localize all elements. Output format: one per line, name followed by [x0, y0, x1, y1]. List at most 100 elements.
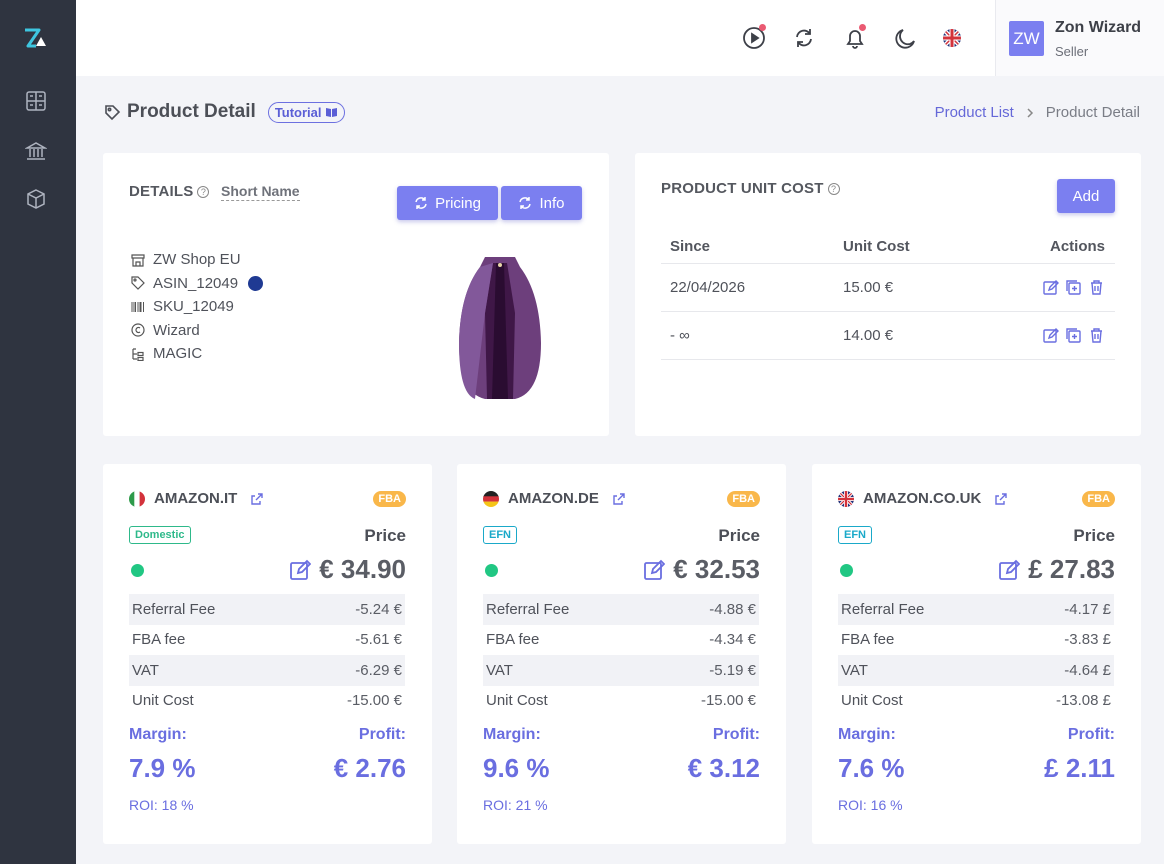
duplicate-icon[interactable]	[1065, 279, 1082, 296]
fee-row: VAT -4.64 £	[838, 655, 1114, 686]
marketplace-card-uk: AMAZON.CO.UK FBA EFN Price £ 27.83 Refer…	[812, 464, 1141, 844]
italy-flag-icon	[129, 490, 145, 507]
marketplace-card-de: AMAZON.DE FBA EFN Price € 32.53 Referral…	[457, 464, 786, 844]
price-value: € 34.90	[319, 554, 406, 584]
marketplace-name: AMAZON.CO.UK	[863, 490, 982, 507]
edit-price-icon[interactable]	[998, 559, 1021, 581]
profit-label: Profit:	[1067, 726, 1115, 743]
margin-label: Margin:	[838, 726, 896, 743]
avatar: ZW	[1009, 21, 1044, 56]
price-label: Price	[718, 526, 760, 545]
fee-row: Unit Cost -15.00 €	[132, 692, 402, 710]
col-since: Since	[661, 231, 834, 264]
external-link-icon[interactable]	[994, 492, 1008, 506]
trash-icon[interactable]	[1088, 327, 1105, 344]
product-image	[459, 257, 541, 399]
status-dot	[131, 564, 144, 577]
trash-icon[interactable]	[1088, 279, 1105, 296]
efn-tag: EFN	[483, 526, 517, 544]
info-button[interactable]: Info	[501, 186, 582, 220]
eu-flag-icon	[248, 275, 264, 291]
fee-row: Unit Cost -13.08 £	[841, 692, 1111, 710]
book-icon	[325, 108, 337, 117]
bank-icon[interactable]	[25, 140, 47, 162]
brand-row: Wizard	[131, 319, 263, 343]
asin-row: ASIN_12049	[131, 272, 264, 296]
cost-cell: 15.00 €	[834, 263, 994, 312]
help-icon[interactable]: ?	[827, 183, 840, 195]
page-title: Product Detail	[127, 101, 256, 122]
hierarchy-icon	[132, 348, 144, 361]
marketplace-name: AMAZON.DE	[508, 490, 599, 507]
tag-icon	[131, 276, 145, 291]
table-row: - ∞ 14.00 €	[661, 311, 1115, 360]
edit-icon[interactable]	[1042, 279, 1059, 296]
unit-cost-title: PRODUCT UNIT COST?	[661, 180, 840, 197]
sync-icon[interactable]	[791, 25, 817, 51]
since-cell: 22/04/2026	[661, 263, 834, 312]
fee-row: Referral Fee -5.24 €	[129, 594, 405, 625]
edit-price-icon[interactable]	[643, 559, 666, 581]
breadcrumb-current: Product Detail	[1045, 104, 1140, 121]
fee-row: FBA fee -4.34 €	[486, 631, 756, 649]
fee-table: Referral Fee -4.17 £ FBA fee -3.83 £ VAT -4…	[838, 594, 1114, 716]
add-cost-button[interactable]: Add	[1057, 179, 1115, 213]
tutorial-button[interactable]: Tutorial	[267, 101, 345, 123]
fee-row: FBA fee -5.61 €	[132, 631, 402, 649]
external-link-icon[interactable]	[612, 492, 626, 506]
moon-icon[interactable]	[893, 25, 919, 51]
box-icon[interactable]	[25, 188, 47, 210]
duplicate-icon[interactable]	[1065, 327, 1082, 344]
price-value: € 32.53	[673, 554, 760, 584]
help-icon[interactable]: ?	[197, 186, 210, 198]
user-menu[interactable]: ZW Zon Wizard Seller	[995, 0, 1164, 76]
product-info-list: ZW Shop EU ASIN_12049 SKU_12049 Wizard M…	[131, 248, 264, 366]
profit-label: Profit:	[712, 726, 760, 743]
pricing-button[interactable]: Pricing	[397, 186, 498, 220]
logo-icon[interactable]	[22, 26, 50, 52]
unit-cost-table: Since Unit Cost Actions 22/04/2026 15.00…	[661, 231, 1115, 360]
status-dot	[485, 564, 498, 577]
edit-icon[interactable]	[1042, 327, 1059, 344]
details-title: DETAILS?	[129, 183, 210, 200]
fee-table: Referral Fee -4.88 € FBA fee -4.34 € VAT -5…	[483, 594, 759, 716]
breadcrumb-product-list[interactable]: Product List	[934, 104, 1014, 121]
play-icon[interactable]	[741, 25, 767, 51]
edit-price-icon[interactable]	[289, 559, 312, 581]
fee-row: FBA fee -3.83 £	[841, 631, 1111, 649]
since-cell: - ∞	[661, 311, 834, 360]
sidebar	[0, 0, 76, 864]
col-unit-cost: Unit Cost	[834, 231, 994, 264]
copyright-icon	[131, 323, 145, 337]
uk-flag-icon[interactable]	[942, 28, 962, 48]
external-link-icon[interactable]	[250, 492, 264, 506]
profit-value: € 2.76	[333, 753, 406, 783]
user-name: Zon Wizard	[1055, 19, 1142, 36]
tutorial-label: Tutorial	[274, 104, 322, 120]
price-label: Price	[364, 526, 406, 545]
margin-label: Margin:	[129, 726, 187, 743]
margin-value: 9.6 %	[483, 753, 550, 783]
profit-label: Profit:	[358, 726, 406, 743]
short-name-field[interactable]: Short Name	[221, 183, 300, 201]
fba-badge: FBA	[373, 491, 406, 507]
bell-icon[interactable]	[842, 25, 868, 51]
unit-cost-card: PRODUCT UNIT COST? Add Since Unit Cost A…	[635, 153, 1141, 436]
details-card: DETAILS? Short Name Pricing Info ZW Shop…	[103, 153, 609, 436]
chevron-right-icon	[1027, 107, 1033, 118]
topbar: ZW Zon Wizard Seller	[76, 0, 1164, 76]
efn-tag: EFN	[838, 526, 872, 544]
price-label: Price	[1073, 526, 1115, 545]
marketplace-card-it: AMAZON.IT FBA Domestic Price € 34.90 Ref…	[103, 464, 432, 844]
dashboard-icon[interactable]	[25, 90, 47, 112]
category-row: MAGIC	[131, 342, 263, 366]
fee-row: Referral Fee -4.17 £	[838, 594, 1114, 625]
barcode-icon	[131, 301, 144, 312]
table-row: 22/04/2026 15.00 €	[661, 263, 1115, 312]
status-dot	[840, 564, 853, 577]
user-role: Seller	[1055, 44, 1089, 59]
notification-dot	[859, 24, 866, 31]
domestic-tag: Domestic	[129, 526, 191, 544]
sku-row: SKU_12049	[131, 295, 263, 319]
fee-table: Referral Fee -5.24 € FBA fee -5.61 € VAT -6…	[129, 594, 405, 716]
